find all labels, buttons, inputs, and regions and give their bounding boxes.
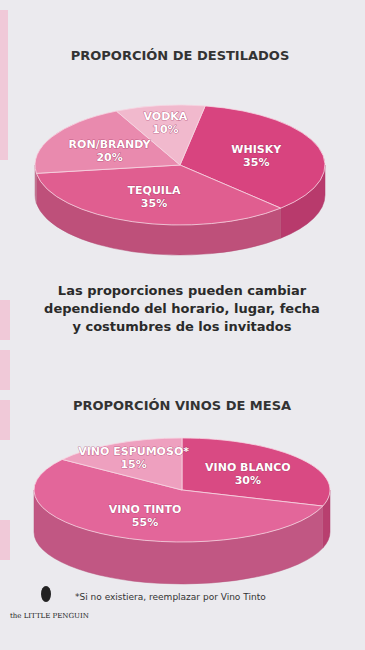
pie <box>35 105 325 255</box>
note: y costumbres de los invitados <box>72 319 291 334</box>
decor-bar <box>0 300 10 340</box>
note: dependiendo del horario, lugar, fecha <box>44 301 320 316</box>
decor-bar <box>0 350 10 390</box>
data-label: 30% <box>235 474 261 487</box>
footnote: *Si no existiera, reemplazar por Vino Ti… <box>75 592 266 602</box>
data-label: 55% <box>132 516 158 529</box>
data-label: 15% <box>120 458 146 471</box>
slice-category: VINO ESPUMOSO* <box>78 445 189 458</box>
data-label: 20% <box>96 151 122 164</box>
decor-bar <box>0 520 10 560</box>
data-label: 35% <box>243 156 269 169</box>
decor-bar <box>0 10 8 160</box>
slice-category: WHISKY <box>231 143 282 156</box>
brand: the LITTLE PENGUIN <box>10 612 89 620</box>
penguin-icon <box>41 586 51 602</box>
data-label: 10% <box>152 123 178 136</box>
pie <box>34 438 330 584</box>
slice-category: RON/BRANDY <box>69 138 152 151</box>
chart-title: PROPORCIÓN DE DESTILADOS <box>71 48 290 63</box>
slice-category: VINO TINTO <box>109 503 182 516</box>
data-label: 35% <box>141 197 167 210</box>
note: Las proporciones pueden cambiar <box>58 283 307 298</box>
slice-category: VINO BLANCO <box>205 461 291 474</box>
slice <box>116 105 205 165</box>
slice <box>36 165 280 225</box>
slice-category: TEQUILA <box>128 184 181 197</box>
slice-category: VODKA <box>144 110 188 123</box>
chart-title: PROPORCIÓN VINOS DE MESA <box>73 398 291 413</box>
infographic: PROPORCIÓN DE DESTILADOSWHISKY35%TEQUILA… <box>0 0 365 650</box>
decor-bar <box>0 400 10 440</box>
